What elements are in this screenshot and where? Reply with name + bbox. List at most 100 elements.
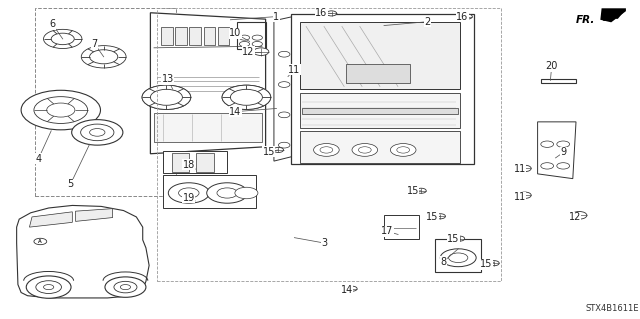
Text: 12: 12 (242, 47, 255, 57)
Circle shape (232, 90, 260, 104)
Circle shape (557, 141, 570, 147)
Circle shape (26, 276, 71, 298)
Text: 11: 11 (288, 64, 301, 75)
Text: 2: 2 (424, 17, 431, 27)
Circle shape (518, 165, 531, 172)
Bar (163, 151, 227, 173)
Text: A: A (38, 239, 42, 244)
Text: 11: 11 (513, 192, 526, 202)
Circle shape (278, 112, 290, 118)
Circle shape (449, 253, 468, 263)
Bar (302, 108, 458, 114)
Circle shape (81, 124, 114, 141)
Circle shape (207, 183, 248, 203)
Circle shape (252, 35, 262, 40)
Text: 4: 4 (35, 154, 42, 164)
Circle shape (435, 214, 445, 219)
Circle shape (142, 85, 191, 109)
Text: 6: 6 (49, 19, 56, 29)
Text: 10: 10 (229, 28, 242, 39)
Text: 15: 15 (447, 234, 460, 244)
Circle shape (347, 286, 357, 291)
Circle shape (572, 211, 587, 219)
Bar (300, 22, 460, 89)
Circle shape (239, 41, 250, 47)
Circle shape (518, 192, 531, 198)
Text: 15: 15 (426, 212, 438, 222)
Text: 16: 16 (456, 11, 468, 22)
Circle shape (222, 85, 271, 109)
Circle shape (90, 50, 118, 64)
Circle shape (150, 89, 182, 105)
Bar (150, 38, 202, 96)
Circle shape (168, 183, 209, 203)
Circle shape (230, 89, 262, 105)
Text: 8: 8 (440, 256, 447, 267)
Circle shape (541, 163, 554, 169)
Polygon shape (274, 16, 296, 161)
Bar (172, 153, 189, 172)
Text: 14: 14 (229, 107, 242, 117)
Text: 9: 9 (560, 147, 566, 158)
Circle shape (44, 29, 82, 48)
Circle shape (454, 236, 465, 241)
Circle shape (489, 261, 499, 266)
Text: 15: 15 (262, 147, 275, 157)
Circle shape (217, 188, 237, 198)
Bar (384, 215, 419, 239)
Circle shape (416, 188, 426, 193)
Bar (346, 64, 410, 83)
Text: 5: 5 (67, 179, 74, 189)
Circle shape (278, 142, 290, 148)
Polygon shape (600, 8, 626, 22)
Circle shape (114, 281, 137, 293)
Bar (300, 93, 460, 128)
Circle shape (320, 147, 333, 153)
Circle shape (142, 85, 191, 109)
Circle shape (81, 46, 126, 68)
Text: 3: 3 (321, 238, 328, 248)
Circle shape (222, 85, 271, 109)
Bar (163, 175, 256, 208)
Bar (35, 8, 176, 196)
Text: 16: 16 (315, 8, 328, 18)
Text: 18: 18 (182, 160, 195, 170)
Bar (175, 27, 187, 45)
Text: 12: 12 (568, 212, 581, 222)
Polygon shape (150, 13, 266, 154)
Circle shape (90, 129, 105, 136)
Circle shape (278, 51, 290, 57)
Circle shape (278, 82, 290, 87)
Bar (204, 27, 215, 45)
Circle shape (390, 144, 416, 156)
Text: 17: 17 (381, 226, 394, 236)
Bar (541, 79, 576, 83)
Text: 15: 15 (480, 259, 493, 269)
Circle shape (36, 281, 61, 293)
Circle shape (440, 249, 476, 267)
Circle shape (179, 188, 199, 198)
Circle shape (72, 120, 123, 145)
Text: 11: 11 (513, 164, 526, 174)
Circle shape (21, 90, 100, 130)
Bar (237, 22, 266, 49)
Bar (154, 113, 262, 142)
Circle shape (557, 163, 570, 169)
Circle shape (34, 238, 47, 245)
Polygon shape (76, 209, 113, 221)
Text: 7: 7 (92, 39, 98, 49)
Circle shape (44, 285, 54, 290)
Circle shape (541, 141, 554, 147)
Circle shape (34, 97, 88, 123)
Text: 15: 15 (406, 186, 419, 197)
Bar (218, 27, 229, 45)
Polygon shape (538, 122, 576, 179)
Circle shape (252, 41, 262, 47)
Polygon shape (17, 205, 149, 298)
Circle shape (273, 147, 284, 152)
Circle shape (462, 14, 472, 19)
Bar (291, 14, 474, 164)
Circle shape (253, 48, 269, 56)
Bar (161, 27, 173, 45)
Circle shape (47, 103, 75, 117)
